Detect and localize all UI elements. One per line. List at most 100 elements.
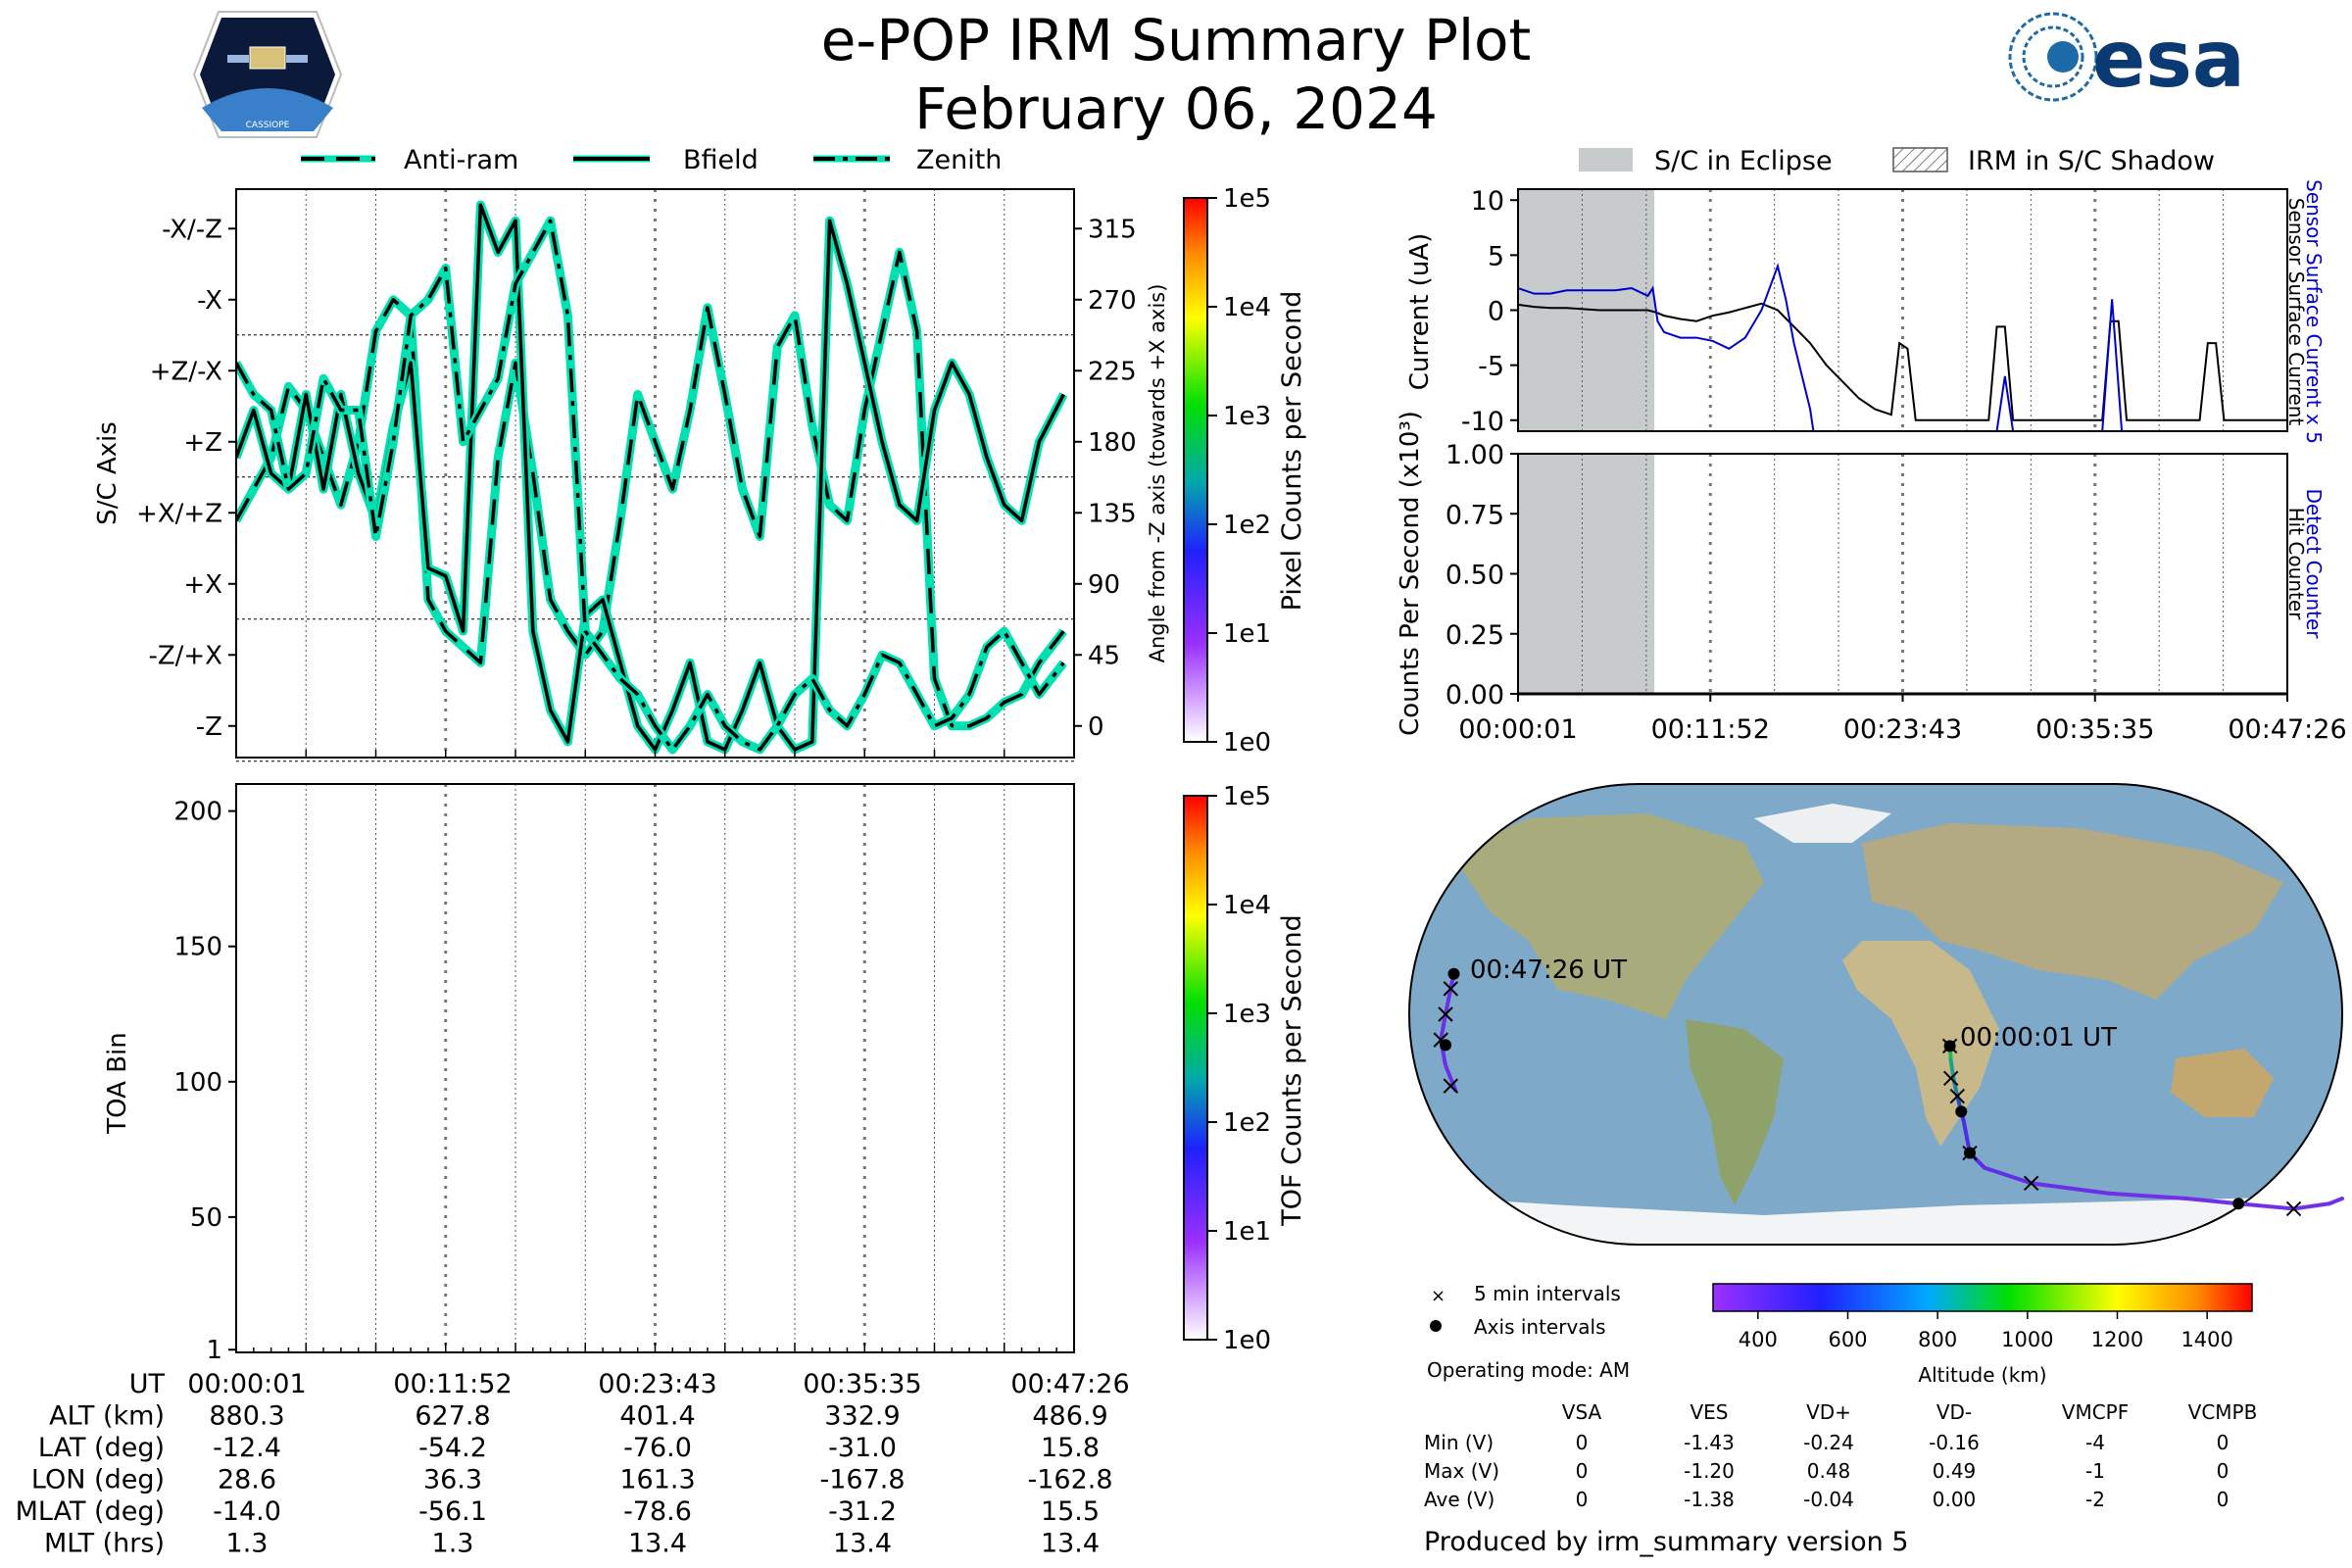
ephemeris-cell: 880.3 — [209, 1401, 284, 1432]
legend-zenith: Zenith — [813, 145, 1002, 175]
y-tick-label: +X — [183, 570, 222, 600]
colorbar-tick-label: 1e2 — [1223, 511, 1271, 540]
svg-text:Bfield: Bfield — [683, 145, 759, 175]
legend-bfield: Bfield — [573, 145, 759, 175]
track-segment — [2236, 1201, 2296, 1211]
voltage-cell: -2 — [2085, 1488, 2105, 1511]
ephemeris-cell: 13.4 — [1041, 1529, 1100, 1559]
current-ylabel-right-1: Sensor Surface Current x 5 — [2302, 179, 2326, 444]
colorbar-tick-label: 400 — [1739, 1328, 1778, 1351]
x-tick-label: 00:11:52 — [1651, 714, 1770, 745]
track-5min-marker — [2285, 1200, 2302, 1217]
svg-text:IRM in S/C Shadow: IRM in S/C Shadow — [1968, 146, 2215, 176]
ephemeris-cell: 36.3 — [423, 1465, 482, 1495]
voltage-table: VSA VES VD+ VD- VMCPF VCMPB Min (V) 0 -1.43 -0.24… — [1424, 1400, 2257, 1511]
colorbar-tick-label: 1e3 — [1223, 402, 1271, 431]
track-segment-west — [1444, 1064, 1458, 1093]
track-axis-marker — [1943, 1040, 1956, 1053]
ephemeris-row-label: MLAT (deg) — [16, 1496, 165, 1527]
voltage-header: VES — [1690, 1400, 1728, 1424]
voltage-cell: -0.04 — [1803, 1488, 1854, 1511]
ephemeris-cell: 00:00:01 — [187, 1369, 306, 1399]
series-anti-ram — [236, 250, 1065, 728]
pixel-colorbar: 1e5 1e4 1e3 1e2 1e1 1e0 Pixel Counts per Seco… — [1183, 184, 1307, 758]
colorbar-tick-label: 1e4 — [1223, 891, 1271, 920]
track-5min-marker — [2023, 1175, 2039, 1192]
track-axis-marker — [1963, 1147, 1976, 1159]
y-tick-label: +Z — [183, 428, 222, 458]
sc-axis-panel: -X/-Z 315 -X 270 +Z/-X 225 +Z 180 +X/+Z 135 +X 90 -Z… — [93, 188, 1169, 762]
y-tick-label: 0.00 — [1446, 680, 1504, 710]
tof-colorbar-label: TOF Counts per Second — [1277, 914, 1307, 1227]
y-tick-label: 150 — [173, 933, 222, 962]
x-tick-label: 00:47:26 — [2228, 714, 2346, 745]
track-segment — [2184, 1197, 2241, 1206]
track-5min-marker — [1438, 1006, 1453, 1022]
ephemeris-cell: 401.4 — [619, 1401, 695, 1432]
svg-text:×: × — [1431, 1286, 1446, 1306]
altitude-colorbar: 400 600 800 1000 1200 1400 Altitude (km) — [1712, 1283, 2253, 1387]
voltage-cell: 0 — [2217, 1488, 2230, 1511]
ephemeris-row-label: UT — [129, 1369, 166, 1399]
colorbar-tick-label: 1e0 — [1223, 1326, 1271, 1355]
y-tick-label-right: 0 — [1088, 712, 1104, 742]
svg-text:Zenith: Zenith — [916, 145, 1002, 175]
cassiope-logo: CASSIOPE — [192, 11, 343, 138]
svg-text:5 min intervals: 5 min intervals — [1474, 1282, 1621, 1305]
ephemeris-cell: 00:11:52 — [393, 1369, 512, 1399]
colorbar-tick-label: 1e1 — [1223, 1217, 1271, 1247]
y-tick-label-right: 315 — [1088, 215, 1137, 244]
colorbar-tick-label: 1e5 — [1223, 782, 1271, 811]
y-tick-label-right: 90 — [1088, 570, 1120, 600]
y-tick-label-right: 45 — [1088, 641, 1120, 670]
map-label-end: 00:47:26 UT — [1470, 956, 1627, 985]
y-tick-label: 0 — [1488, 297, 1504, 327]
ephemeris-cell: 486.9 — [1032, 1401, 1107, 1432]
ephemeris-cell: 15.8 — [1041, 1433, 1100, 1463]
y-tick-label: +X/+Z — [136, 499, 222, 528]
ephemeris-row-label: MLT (hrs) — [44, 1529, 165, 1559]
map-legend: × 5 min intervals Axis intervals — [1430, 1282, 1621, 1339]
voltage-header: VSA — [1562, 1400, 1602, 1424]
ephemeris-cell: 1.3 — [226, 1529, 269, 1559]
y-tick-label: -5 — [1478, 352, 1504, 382]
map-land — [1411, 804, 2342, 1245]
ephemeris-cell: -78.6 — [623, 1496, 692, 1527]
voltage-header: VMCPF — [2062, 1400, 2129, 1424]
series-sensor-surface-current — [1518, 302, 2287, 421]
y-tick-label: 10 — [1471, 186, 1504, 217]
svg-text:CASSIOPE: CASSIOPE — [246, 121, 290, 130]
track-segment — [1983, 1165, 2034, 1186]
colorbar-tick-label: 1e3 — [1223, 1000, 1271, 1029]
operating-mode: Operating mode: AM — [1427, 1358, 1630, 1382]
y-tick-label: 5 — [1488, 241, 1504, 271]
y-tick-label-right: 270 — [1088, 286, 1137, 316]
y-tick-label-right: 135 — [1088, 499, 1137, 528]
track-segment — [2029, 1181, 2111, 1196]
y-tick-label: 0.75 — [1446, 500, 1504, 530]
colorbar-tick-label: 1e1 — [1223, 619, 1271, 649]
colorbar-tick-label: 800 — [1918, 1328, 1957, 1351]
voltage-cell: -1.38 — [1684, 1488, 1735, 1511]
ephemeris-row-label: LAT (deg) — [38, 1433, 165, 1463]
page-date: February 06, 2024 — [914, 75, 1438, 142]
ephemeris-cell: -12.4 — [213, 1433, 281, 1463]
ephemeris-cell: 28.6 — [218, 1465, 276, 1495]
current-panel: 10 5 0 -5 -10 Current (uA) Sensor Surface Cu… — [1405, 179, 2326, 444]
voltage-cell: 0 — [2217, 1431, 2230, 1454]
colorbar-tick-label: 1400 — [2180, 1328, 2232, 1351]
y-tick-label: +Z/-X — [150, 357, 222, 386]
ephemeris-cell: -31.2 — [828, 1496, 897, 1527]
voltage-cell: -0.24 — [1803, 1431, 1854, 1454]
track-segment — [2107, 1191, 2189, 1200]
ephemeris-cell: -76.0 — [623, 1433, 692, 1463]
track-5min-marker — [1949, 1088, 1966, 1104]
ephemeris-cell: -56.1 — [418, 1496, 487, 1527]
voltage-cell: -1.43 — [1684, 1431, 1735, 1454]
x-tick-label: 00:00:01 — [1458, 714, 1577, 745]
ephemeris-cell: 00:23:43 — [598, 1369, 716, 1399]
y-tick-label: 50 — [190, 1203, 222, 1233]
track-segment-west — [1444, 988, 1453, 1015]
y-tick-label: 0.50 — [1446, 561, 1504, 591]
